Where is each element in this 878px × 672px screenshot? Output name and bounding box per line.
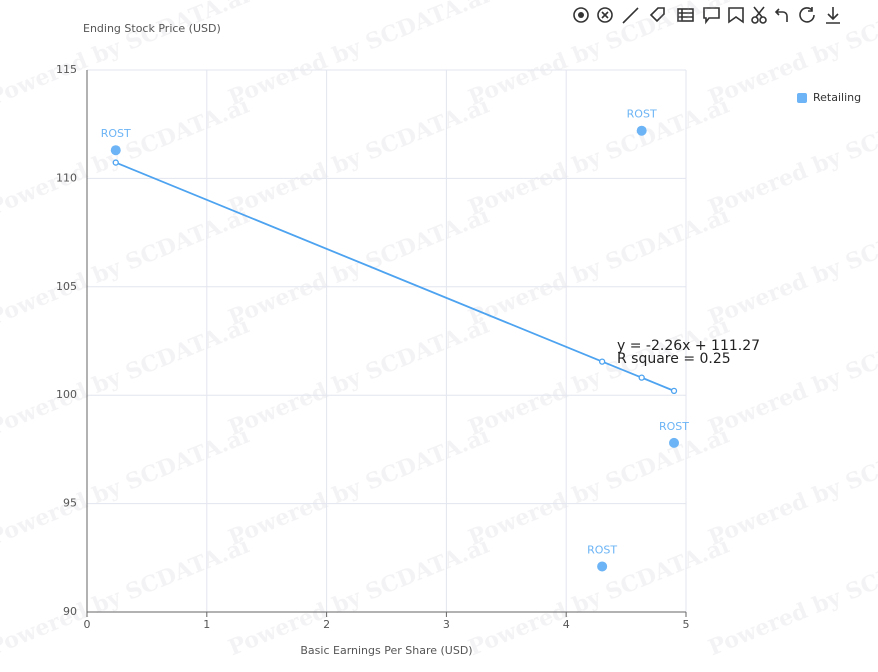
y-tick-label: 115: [56, 63, 77, 76]
watermark: Powered by SCDATA.ai: [225, 313, 493, 442]
tool-icon[interactable]: [622, 7, 639, 24]
point: [110, 145, 121, 156]
trend-point: [670, 387, 678, 395]
trend-point: [638, 374, 645, 381]
tool-icon[interactable]: [751, 6, 767, 24]
tool-icon[interactable]: [799, 7, 815, 23]
tool-icon[interactable]: [597, 7, 613, 23]
y-tick-label: 105: [56, 280, 77, 293]
watermark: Powered by SCDATA.ai: [0, 533, 253, 662]
x-tick-label: 1: [203, 618, 210, 631]
x-tick-label: 0: [84, 618, 91, 631]
toolbar: [573, 6, 840, 25]
tool-icon[interactable]: [774, 8, 788, 22]
watermark: Powered by SCDATA.ai: [225, 93, 493, 222]
watermark: Powered by SCDATA.ai: [0, 423, 253, 552]
watermark: Powered by SCDATA.ai: [225, 423, 493, 552]
x-axis-title: Basic Earnings Per Share (USD): [300, 644, 472, 657]
point: [669, 437, 680, 448]
watermark: Powered by SCDATA.ai: [0, 313, 253, 442]
tool-icon[interactable]: [826, 7, 840, 24]
y-tick-label: 90: [63, 605, 77, 618]
point-label: ROST: [627, 108, 657, 121]
tool-icon[interactable]: [573, 7, 589, 23]
watermark: Powered by SCDATA.ai: [465, 93, 733, 222]
annotation: R square = 0.25: [617, 351, 731, 367]
x-tick-label: 3: [443, 618, 450, 631]
point: [636, 125, 647, 136]
watermark: Powered by SCDATA.ai: [225, 533, 493, 662]
point-label: ROST: [101, 127, 131, 140]
trend-point: [112, 159, 119, 166]
watermark: Powered by SCDATA.ai: [225, 0, 493, 111]
point-label: ROST: [659, 420, 689, 433]
trend-point: [598, 358, 606, 365]
watermark: Powered by SCDATA.ai: [0, 203, 253, 332]
x-tick-label: 2: [323, 618, 330, 631]
watermark: Powered by SCDATA.ai: [465, 313, 733, 442]
y-tick-label: 100: [56, 388, 77, 401]
legend-label: Retailing: [813, 91, 861, 104]
tool-icon[interactable]: [703, 7, 720, 25]
tool-icon[interactable]: [649, 7, 665, 23]
watermark: Powered by SCDATA.ai: [465, 203, 733, 332]
point-label: ROST: [587, 543, 617, 556]
x-tick-label: 4: [563, 618, 570, 631]
watermark: Powered by SCDATA.ai: [0, 0, 253, 111]
y-tick-label: 95: [63, 497, 77, 510]
point: [597, 561, 608, 572]
trend-line: [115, 161, 675, 392]
watermark: Powered by SCDATA.ai: [0, 93, 253, 222]
watermark: Powered by SCDATA.ai: [225, 203, 493, 332]
x-tick-label: 5: [683, 618, 690, 631]
tool-icon[interactable]: [728, 7, 744, 24]
tool-icon[interactable]: [677, 8, 694, 22]
y-axis-title: Ending Stock Price (USD): [83, 22, 221, 35]
annotation: y = -2.26x + 111.27: [617, 338, 760, 354]
legend-swatch: [797, 93, 807, 103]
watermark: Powered by SCDATA.ai: [465, 423, 733, 552]
y-tick-label: 110: [56, 171, 77, 184]
